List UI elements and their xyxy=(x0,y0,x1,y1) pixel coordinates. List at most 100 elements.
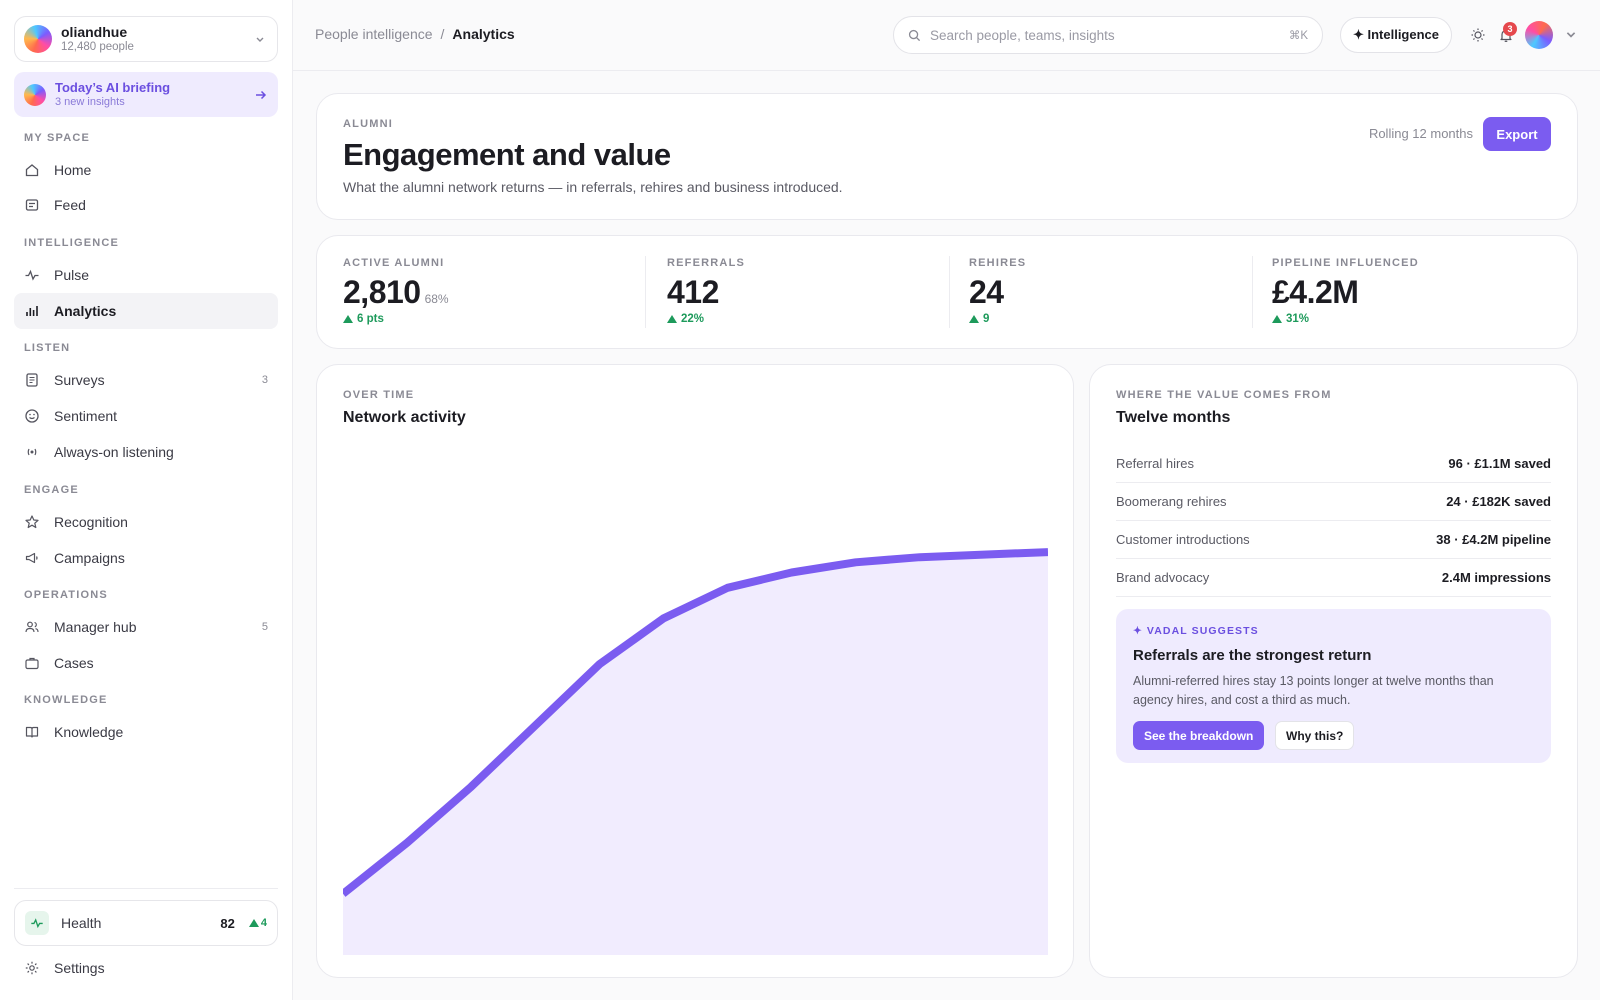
health-delta: 4 xyxy=(248,917,267,929)
health-widget[interactable]: Health 82 4 xyxy=(14,900,278,946)
home-icon xyxy=(25,164,39,177)
sidebar-item-pulse[interactable]: Pulse xyxy=(14,257,278,293)
sidebar-item-recognition[interactable]: Recognition xyxy=(14,504,278,540)
kpi-card: ACTIVE ALUMNI 2,810 68% 6 pts REFERRALS 4… xyxy=(316,235,1578,349)
health-score: 82 xyxy=(220,915,235,931)
megaphone-icon xyxy=(25,552,38,564)
value-row-value: 96 · £1.1M saved xyxy=(1448,456,1551,471)
kpi-divider xyxy=(1252,256,1253,328)
org-logo xyxy=(24,25,52,53)
export-button[interactable]: Export xyxy=(1483,117,1551,151)
sidebar-item-settings[interactable]: Settings xyxy=(14,950,278,986)
value-row-value: 2.4M impressions xyxy=(1441,570,1551,585)
search-input[interactable] xyxy=(930,27,1289,43)
sidebar-item-campaigns[interactable]: Campaigns xyxy=(14,540,278,576)
kpi-delta: 22% xyxy=(667,313,704,325)
sidebar-item-label: Manager hub xyxy=(54,619,137,635)
user-avatar[interactable] xyxy=(1525,21,1553,49)
arrow-right-icon xyxy=(256,90,267,99)
search-shortcut-hint: ⌘K xyxy=(1288,30,1308,42)
why-this-button[interactable]: Why this? xyxy=(1275,721,1355,750)
suggestion-eyebrow: ✦ VADAL SUGGESTS xyxy=(1133,625,1259,637)
value-row-referral-hires: Referral hires 96 · £1.1M saved xyxy=(1116,445,1551,483)
sidebar-item-label: Analytics xyxy=(54,303,117,319)
sidebar-item-label: Settings xyxy=(54,960,105,976)
chevron-down-icon[interactable] xyxy=(1565,28,1577,40)
kpi-referrals: REFERRALS 412 22% xyxy=(667,236,947,348)
see-breakdown-button[interactable]: See the breakdown xyxy=(1133,721,1265,750)
network-activity-card: OVER TIME Network activity xyxy=(316,364,1074,978)
org-people-count: 12,480 people xyxy=(61,41,134,53)
page-header-card: ALUMNI Engagement and value What the alu… xyxy=(316,93,1578,220)
kpi-label: REFERRALS xyxy=(667,257,746,269)
ai-briefing-card[interactable]: Today’s AI briefing 3 new insights xyxy=(14,72,278,117)
period-label[interactable]: Rolling 12 months xyxy=(1368,126,1473,141)
bar-chart-icon xyxy=(26,306,38,316)
sidebar-item-manager-hub[interactable]: Manager hub 5 xyxy=(14,609,278,645)
briefcase-icon xyxy=(25,657,39,670)
health-pulse-icon xyxy=(25,911,49,935)
section-operations: OPERATIONS xyxy=(24,589,108,601)
sidebar-item-home[interactable]: Home xyxy=(14,152,278,188)
sidebar-item-cases[interactable]: Cases xyxy=(14,645,278,681)
kpi-delta: 9 xyxy=(969,313,989,325)
briefing-subtitle: 3 new insights xyxy=(55,96,125,108)
health-label: Health xyxy=(61,915,102,931)
value-row-brand-advocacy: Brand advocacy 2.4M impressions xyxy=(1116,559,1551,597)
chart-area-fill xyxy=(343,552,1048,955)
kpi-value: 2,810 68% xyxy=(343,274,449,311)
smile-icon xyxy=(25,409,39,423)
search-icon xyxy=(908,29,921,41)
star-icon xyxy=(25,515,39,529)
chart-eyebrow: OVER TIME xyxy=(343,389,415,401)
value-row-label: Brand advocacy xyxy=(1116,570,1210,585)
kpi-rehires: REHIRES 24 9 xyxy=(969,236,1249,348)
kpi-delta: 31% xyxy=(1272,313,1309,325)
sidebar-item-label: Feed xyxy=(54,197,86,213)
search-bar[interactable]: ⌘K xyxy=(893,16,1323,54)
kpi-divider xyxy=(949,256,950,328)
section-listen: LISTEN xyxy=(24,342,71,354)
kpi-label: REHIRES xyxy=(969,257,1027,269)
sidebar-item-feed[interactable]: Feed xyxy=(14,187,278,223)
kpi-delta-value: 22% xyxy=(681,313,705,325)
breadcrumb: People intelligence / Analytics xyxy=(315,26,515,42)
kpi-divider xyxy=(645,256,646,328)
section-intelligence: INTELLIGENCE xyxy=(24,237,120,249)
intelligence-button[interactable]: ✦ Intelligence xyxy=(1340,17,1452,53)
notification-count-badge: 3 xyxy=(1503,22,1517,36)
value-row-value: 38 · £4.2M pipeline xyxy=(1436,532,1551,547)
sidebar-item-knowledge[interactable]: Knowledge xyxy=(14,714,278,750)
ai-orb-icon xyxy=(24,83,46,106)
value-eyebrow: WHERE THE VALUE COMES FROM xyxy=(1116,389,1332,401)
sidebar: oliandhue 12,480 people Today’s AI brief… xyxy=(0,0,293,1000)
topbar: People intelligence / Analytics ⌘K ✦ Int… xyxy=(293,0,1600,71)
kpi-value-number: 2,810 xyxy=(343,274,421,310)
sun-icon[interactable] xyxy=(1470,27,1486,43)
sidebar-item-label: Always-on listening xyxy=(54,444,174,460)
sidebar-item-surveys[interactable]: Surveys 3 xyxy=(14,362,278,398)
kpi-pipeline-influenced: PIPELINE INFLUENCED £4.2M 31% xyxy=(1272,236,1552,348)
users-icon xyxy=(25,621,39,633)
sidebar-item-label: Surveys xyxy=(54,372,105,388)
breadcrumb-parent[interactable]: People intelligence xyxy=(315,26,433,42)
suggestion-title: Referrals are the strongest return xyxy=(1133,647,1372,664)
breadcrumb-separator: / xyxy=(440,26,445,42)
manager-hub-count-badge: 5 xyxy=(261,621,268,633)
up-triangle-icon xyxy=(667,315,677,323)
sidebar-item-sentiment[interactable]: Sentiment xyxy=(14,398,278,434)
sidebar-item-label: Knowledge xyxy=(54,724,124,740)
feed-icon xyxy=(25,199,39,211)
value-row-label: Customer introductions xyxy=(1116,532,1250,547)
health-delta-value: 4 xyxy=(260,917,267,929)
sidebar-item-always-on-listening[interactable]: Always-on listening xyxy=(14,434,278,470)
sidebar-item-label: Pulse xyxy=(54,267,90,283)
value-sources-card: WHERE THE VALUE COMES FROM Twelve months… xyxy=(1089,364,1578,978)
kpi-active-alumni: ACTIVE ALUMNI 2,810 68% 6 pts xyxy=(343,236,623,348)
org-switcher[interactable]: oliandhue 12,480 people xyxy=(14,16,278,62)
value-row-value: 24 · £182K saved xyxy=(1446,494,1551,509)
section-engage: ENGAGE xyxy=(24,484,79,496)
suggestion-body: Alumni-referred hires stay 13 points lon… xyxy=(1133,674,1494,707)
book-icon xyxy=(25,726,39,738)
sidebar-item-analytics[interactable]: Analytics xyxy=(14,293,278,329)
